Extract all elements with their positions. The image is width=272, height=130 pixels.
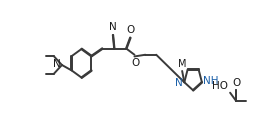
Text: M: M [178,59,186,69]
Text: HO: HO [212,81,228,91]
Text: N: N [175,78,183,88]
Text: NH: NH [203,76,219,86]
Text: O: O [126,25,135,35]
Text: N: N [53,59,61,69]
Text: O: O [232,78,240,88]
Text: N: N [109,22,117,32]
Text: O: O [131,58,139,68]
